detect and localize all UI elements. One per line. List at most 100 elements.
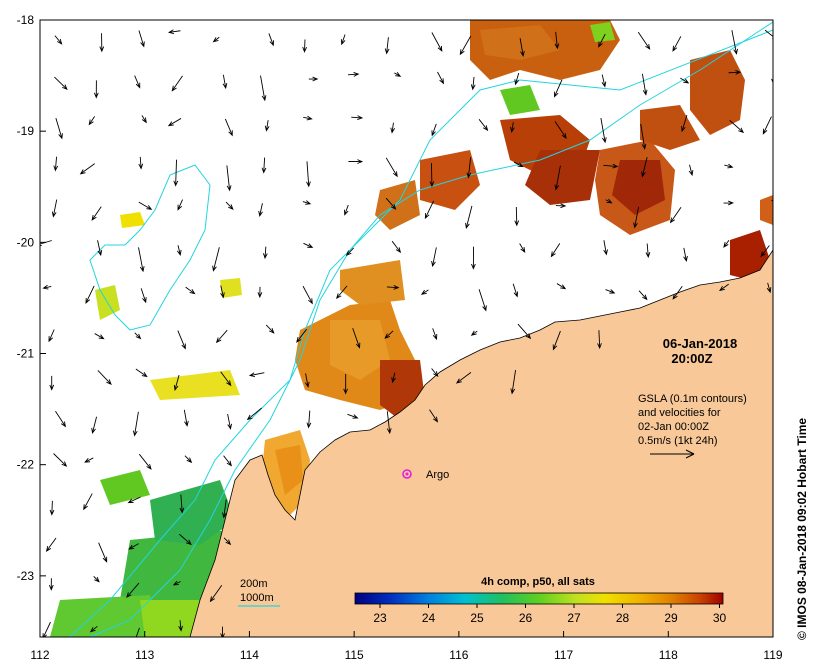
velocity-arrow: [431, 123, 437, 137]
gsla-contour: [89, 164, 211, 331]
velocity-arrow: [760, 245, 770, 258]
velocity-arrow: [54, 35, 63, 45]
velocity-arrow: [53, 453, 68, 467]
velocity-arrow: [138, 247, 145, 273]
velocity-arrow: [424, 200, 435, 220]
velocity-arrow: [517, 323, 532, 340]
velocity-arrow: [510, 369, 517, 395]
velocity-arrow: [167, 118, 182, 127]
velocity-arrow: [429, 409, 439, 423]
velocity-arrow: [53, 156, 59, 172]
velocity-arrow: [262, 246, 268, 260]
velocity-arrow: [723, 239, 730, 248]
velocity-arrow: [302, 39, 308, 53]
velocity-arrow: [220, 626, 225, 637]
velocity-arrow: [385, 197, 397, 210]
argo-float-marker: [402, 469, 412, 479]
date-label: 06-Jan-2018: [663, 336, 737, 351]
gsla-line-3: 02-Jan 00:00Z: [638, 421, 709, 433]
lon-tick-label: 115: [345, 648, 364, 662]
axes: 112 113 114 115 116 117 118 119 -18 -19 -20 -21 -22 -…: [17, 13, 783, 662]
velocity-arrow: [391, 372, 396, 384]
velocity-arrow: [138, 453, 152, 470]
velocity-arrow: [336, 285, 348, 300]
velocity-arrow: [308, 76, 319, 82]
velocity-arrow: [179, 494, 185, 514]
velocity-arrow: [55, 411, 67, 428]
velocity-arrow: [519, 243, 526, 253]
velocity-arrow: [306, 410, 312, 429]
velocity-arrow: [173, 374, 180, 392]
velocity-arrow: [265, 324, 275, 334]
velocity-arrow: [178, 620, 183, 632]
velocity-arrow: [138, 30, 145, 48]
velocity-arrow: [260, 75, 267, 102]
velocity-arrow: [140, 288, 147, 304]
velocity-arrow: [347, 413, 359, 419]
velocity-arrow: [134, 75, 141, 89]
velocity-arrow: [303, 115, 313, 121]
colorbar-tick-label: 25: [470, 611, 484, 625]
velocity-arrow: [351, 115, 364, 120]
velocity-arrow: [641, 157, 648, 178]
velocity-arrow: [510, 122, 515, 133]
velocity-arrow: [134, 332, 142, 340]
colorbar-title: 4h comp, p50, all sats: [481, 576, 595, 588]
velocity-arrow: [138, 156, 144, 170]
velocity-arrow: [344, 204, 349, 216]
velocity-arrow: [386, 285, 400, 290]
velocity-arrow: [519, 37, 525, 57]
velocity-arrow: [391, 240, 402, 254]
colorbar-tick-label: 30: [713, 611, 727, 625]
velocity-arrow: [98, 542, 108, 563]
velocity-arrow: [126, 582, 140, 598]
lon-tick-label: 113: [135, 648, 154, 662]
velocity-arrow: [672, 36, 682, 52]
time-label: 20:00Z: [671, 351, 712, 366]
colorbar-tick-label: 24: [422, 611, 436, 625]
velocity-arrow: [97, 240, 103, 257]
velocity-arrow: [478, 289, 487, 312]
colorbar-tick-label: 28: [616, 611, 630, 625]
velocity-arrow: [728, 70, 742, 75]
velocity-arrow: [470, 330, 478, 336]
lon-tick-label: 118: [659, 648, 678, 662]
velocity-arrow: [212, 36, 220, 43]
velocity-arrow: [478, 119, 489, 132]
velocity-arrow: [554, 165, 561, 191]
velocity-arrow: [306, 161, 311, 188]
velocity-arrow: [773, 166, 786, 171]
velocity-arrow: [554, 31, 560, 50]
velocity-arrow: [420, 289, 429, 295]
lon-tick-label: 117: [554, 648, 573, 662]
velocity-arrow: [731, 30, 738, 55]
velocity-arrow: [261, 157, 267, 174]
velocity-arrow: [302, 285, 313, 305]
velocity-arrow: [432, 328, 438, 341]
velocity-arrow: [220, 371, 232, 387]
velocity-arrow: [215, 329, 228, 344]
lat-tick-label: -20: [17, 235, 35, 249]
lat-tick-label: -19: [17, 124, 35, 138]
velocity-arrow: [514, 206, 520, 227]
velocity-arrow: [222, 74, 228, 90]
velocity-arrow: [79, 163, 95, 175]
velocity-arrow: [49, 500, 55, 516]
velocity-arrow: [598, 33, 606, 48]
velocity-arrow: [138, 201, 153, 210]
velocity-arrow: [55, 117, 63, 140]
velocity-arrow: [431, 247, 437, 268]
velocity-arrow: [226, 165, 232, 192]
velocity-arrow: [554, 79, 563, 98]
velocity-arrow: [227, 414, 232, 430]
velocity-arrow: [176, 245, 182, 257]
velocity-arrow: [386, 411, 392, 435]
velocity-arrow: [385, 157, 398, 178]
velocity-arrow: [348, 159, 364, 164]
bathymetry-1000m-contour: [69, 29, 773, 637]
velocity-arrow: [729, 120, 745, 134]
velocity-arrow: [177, 330, 186, 350]
velocity-arrow: [343, 373, 349, 395]
velocity-arrow: [42, 284, 52, 290]
velocity-arrow: [672, 285, 683, 300]
